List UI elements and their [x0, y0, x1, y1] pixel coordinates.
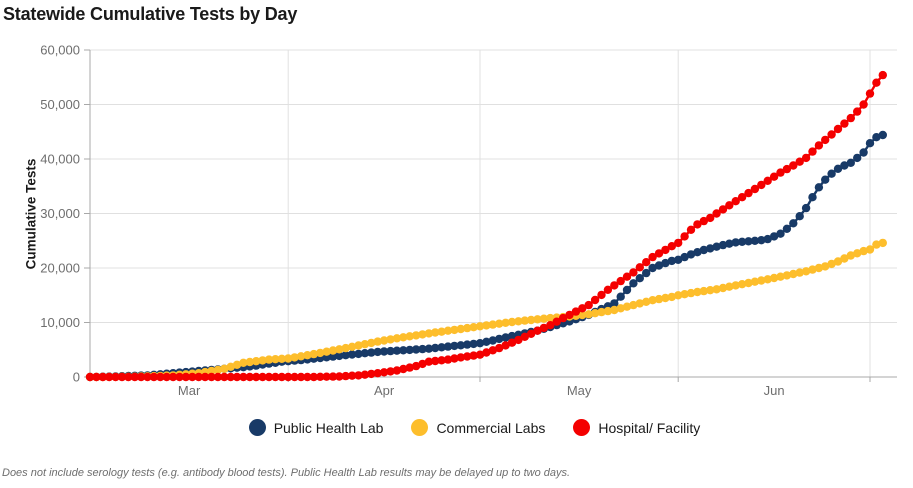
y-axis-title: Cumulative Tests	[23, 158, 39, 270]
y-tick-label: 0	[73, 370, 80, 385]
legend-label: Commercial Labs	[436, 419, 546, 436]
chart-canvas: 0 10,000 20,000 30,000 40,000 50,000 60,000 Mar…	[40, 43, 897, 399]
legend-label: Hospital/ Facility	[598, 419, 701, 436]
series-hospital-facility	[85, 70, 887, 382]
y-tick-label: 50,000	[40, 97, 80, 112]
legend-item-public-health-lab: Public Health Lab	[248, 419, 384, 436]
y-tick-label: 10,000	[40, 315, 80, 330]
x-tick-label: Jun	[764, 383, 785, 398]
series-public-health-lab	[85, 130, 887, 382]
x-tick-label: May	[567, 383, 592, 398]
legend-label: Public Health Lab	[273, 419, 384, 436]
y-tick-label: 20,000	[40, 261, 80, 276]
chart-title: Statewide Cumulative Tests by Day	[3, 4, 298, 24]
x-tick-label: Mar	[178, 383, 201, 398]
y-tick-label: 60,000	[40, 43, 80, 58]
legend-item-commercial-labs: Commercial Labs	[411, 419, 545, 436]
legend-dot-icon	[573, 419, 591, 436]
legend-dot-icon	[411, 419, 429, 436]
legend-item-hospital-facility: Hospital/ Facility	[573, 419, 700, 436]
gridlines	[84, 49, 897, 382]
axis-tick-labels: 0 10,000 20,000 30,000 40,000 50,000 60,000 Mar…	[40, 43, 784, 399]
x-tick-label: Apr	[374, 383, 395, 398]
y-tick-label: 30,000	[40, 206, 80, 221]
chart-footnote: Does not include serology tests (e.g. an…	[2, 467, 571, 479]
chart-legend: Public Health Lab Commercial Labs Hospit…	[36, 419, 913, 436]
series-commercial-labs	[85, 238, 887, 382]
y-tick-label: 40,000	[40, 152, 80, 167]
legend-dot-icon	[248, 419, 266, 436]
